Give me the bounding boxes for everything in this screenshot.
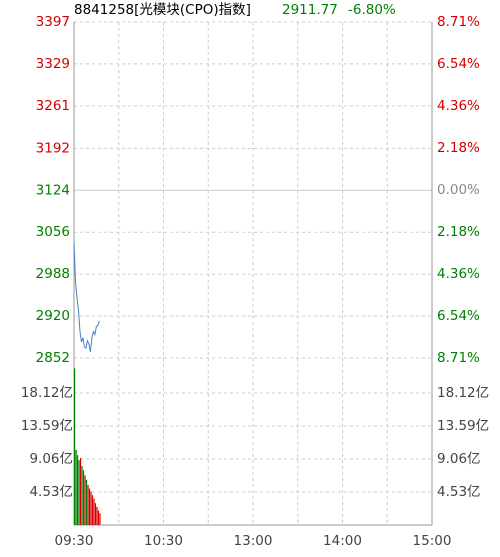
x-tick-label: 15:00 — [413, 533, 452, 549]
y2-tick-label: 0.00% — [437, 182, 480, 198]
y-tick-label: 3329 — [36, 56, 70, 72]
volume-bar — [87, 484, 89, 525]
volume-bar — [75, 449, 77, 525]
x-tick-label: 09:30 — [55, 533, 94, 549]
y-tick-label: 2852 — [36, 350, 70, 366]
y2-tick-label: 2.18% — [437, 224, 480, 240]
volume-tick-label-right: 9.06亿 — [437, 451, 481, 467]
volume-bar — [81, 465, 83, 525]
volume-bar — [78, 460, 80, 525]
volume-tick-label-right: 4.53亿 — [437, 484, 481, 500]
volume-bar — [91, 495, 94, 525]
y2-tick-label: 4.36% — [437, 98, 480, 114]
y-tick-label: 2920 — [36, 308, 70, 324]
x-tick-label: 10:30 — [144, 533, 183, 549]
last-price: 2911.77 — [282, 2, 338, 18]
y2-tick-label: 8.71% — [437, 350, 480, 366]
volume-tick-label: 4.53亿 — [29, 484, 73, 500]
y2-tick-label: 6.54% — [437, 308, 480, 324]
volume-tick-label-right: 13.59亿 — [437, 418, 489, 434]
volume-bar — [82, 470, 85, 525]
volume-bar — [90, 491, 92, 525]
volume-tick-label-right: 18.12亿 — [437, 385, 489, 401]
y-tick-label: 2988 — [36, 266, 70, 282]
y2-tick-label: 8.71% — [437, 14, 480, 30]
x-tick-label: 13:00 — [234, 533, 273, 549]
price-line — [73, 242, 100, 352]
y-tick-label: 3056 — [36, 224, 70, 240]
chart-title: 8841258[光模块(CPO)指数] — [74, 2, 251, 18]
volume-tick-label: 9.06亿 — [29, 451, 73, 467]
volume-bar — [96, 506, 98, 525]
volume-bar — [97, 510, 100, 525]
y-tick-label: 3397 — [36, 14, 70, 30]
volume-bar — [85, 479, 88, 525]
y2-tick-label: 4.36% — [437, 266, 480, 282]
volume-tick-label: 18.12亿 — [21, 385, 73, 401]
y-tick-label: 3124 — [36, 182, 70, 198]
volume-bar — [84, 475, 86, 525]
volume-tick-label: 13.59亿 — [21, 418, 73, 434]
volume-bar — [76, 455, 79, 525]
x-tick-label: 14:00 — [323, 533, 362, 549]
y2-tick-label: 2.18% — [437, 140, 480, 156]
volume-bar — [99, 513, 101, 525]
volume-bar — [74, 368, 76, 525]
y-tick-label: 3192 — [36, 140, 70, 156]
volume-bar — [93, 498, 95, 525]
y2-tick-label: 6.54% — [437, 56, 480, 72]
volume-bar — [94, 503, 97, 525]
change: -6.80% — [348, 2, 396, 18]
volume-bar — [88, 488, 91, 525]
volume-bar — [79, 457, 82, 525]
y-tick-label: 3261 — [36, 98, 70, 114]
